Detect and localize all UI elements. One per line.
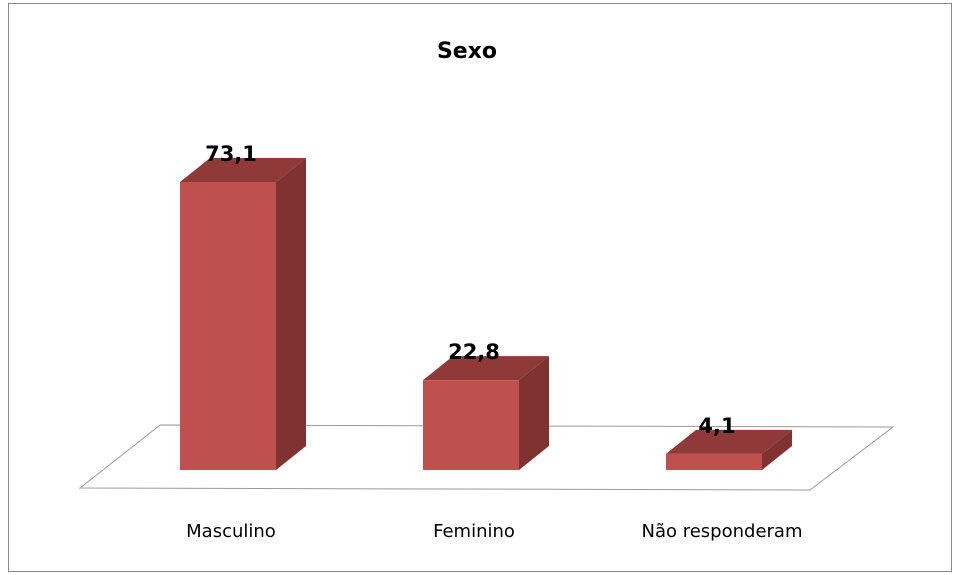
bar-side: [762, 429, 792, 470]
bar-side: [276, 157, 306, 470]
bar: [180, 181, 276, 470]
x-tick-label: Não responderam: [642, 521, 803, 542]
bar-side: [519, 356, 549, 470]
bar-top: [423, 356, 549, 381]
value-label: 73,1: [205, 142, 257, 166]
bar: [666, 453, 762, 470]
x-tick-label: Feminino: [433, 521, 515, 542]
value-label: 22,8: [448, 340, 500, 364]
bar-top: [666, 429, 792, 454]
x-tick-label: Masculino: [186, 521, 276, 542]
bar: [423, 380, 519, 470]
chart-title: Sexo: [437, 39, 497, 64]
value-label: 4,1: [698, 414, 735, 438]
bar-top: [180, 157, 306, 182]
